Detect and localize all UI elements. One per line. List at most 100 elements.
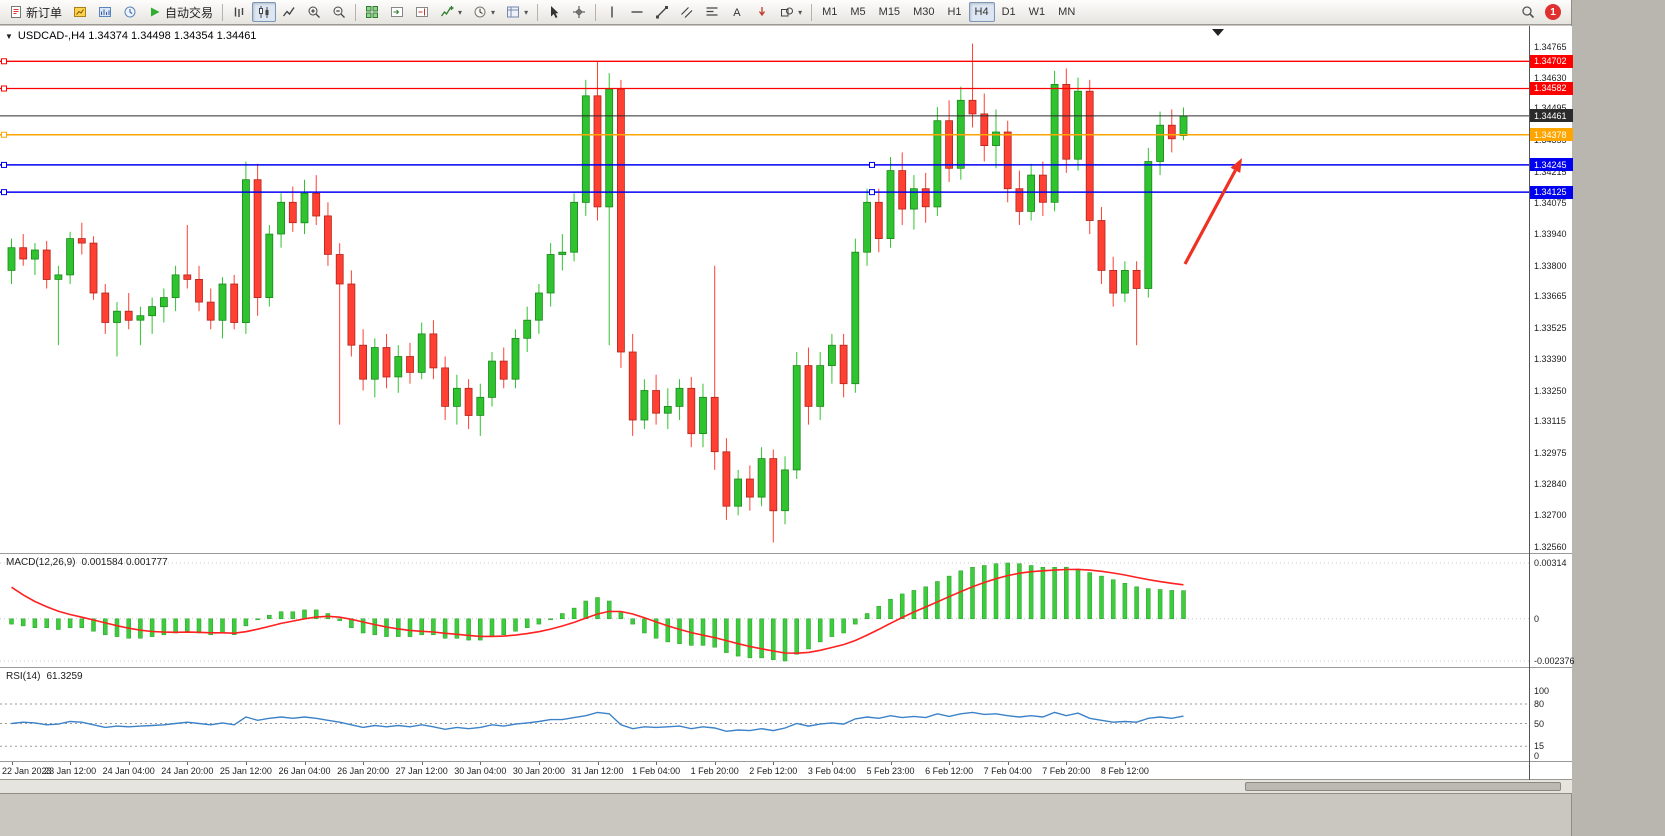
text-label-button[interactable]: A [725,2,749,22]
macd-histogram-bar [114,618,120,637]
candle [101,292,110,323]
candle [1179,115,1188,137]
macd-histogram-bar [829,618,835,637]
macd-histogram-bar [103,618,108,636]
timeframe-w1-button[interactable]: W1 [1023,2,1052,22]
toolbar-separator [355,3,357,21]
timeframe-m15-button[interactable]: M15 [873,2,906,22]
timeframe-h4-button[interactable]: H4 [968,2,995,22]
candle [816,365,825,407]
candle [1121,269,1129,294]
macd-histogram-bar [372,618,378,636]
timeframe-h1-button[interactable]: H1 [941,2,967,22]
scrollbar-thumb[interactable] [1245,782,1561,791]
auto-scroll-button[interactable] [385,2,409,22]
macd-histogram-bar [958,570,964,620]
crosshair-button[interactable] [567,2,591,22]
data-window-button[interactable] [118,2,142,22]
price-axis[interactable]: 1.347651.346301.344951.343551.342151.340… [1529,26,1575,780]
candle [1050,84,1059,203]
macd-histogram-bar [67,618,73,628]
candle [781,469,789,512]
cursor-button[interactable] [542,2,566,22]
timeframe-m30-button[interactable]: M30 [907,2,940,22]
dropdown-arrow-icon[interactable]: ▾ [491,7,496,17]
macd-pane[interactable]: MACD(12,26,9) 0.001584 0.001777 [0,554,1572,668]
line-handle[interactable] [1,131,7,138]
line-handle[interactable] [1,58,7,65]
bar-chart-button[interactable] [227,2,251,22]
support-line-1-price-badge: 1.34245 [1530,158,1573,172]
fibonacci-icon [705,5,719,19]
timeframe-m1-button[interactable]: M1 [816,2,843,22]
new-order-button[interactable]: 新订单 [4,2,67,22]
arrow-annotation[interactable] [1183,169,1237,265]
macd-histogram-bar [220,618,225,634]
equidistant-channel-button[interactable] [675,2,699,22]
timeframe-d1-button[interactable]: D1 [996,2,1022,22]
collapse-arrow-icon[interactable]: ▼ [5,31,13,41]
arrows-button[interactable] [750,2,774,22]
line-handle[interactable] [869,189,875,196]
price-axis-label: 1.33250 [1534,385,1567,396]
chart-shift-button[interactable] [410,2,434,22]
play-icon [148,5,162,19]
periods-button[interactable]: ▾ [468,2,500,22]
mt4-window: 新订单 自动交易 ▾ ▾ ▾ A ▾ M1 M5 M15 M30 H1 H4 D1 W1 MN 1 ▼ USDC… [0,0,1575,836]
macd-histogram-bar [923,586,928,620]
rsi-pane[interactable]: RSI(14) 61.3259 [0,668,1572,762]
toolbar-separator [811,3,813,21]
macd-histogram-bar [1181,590,1186,619]
macd-histogram-bar [642,618,647,634]
indicators-button[interactable]: ▾ [435,2,467,22]
macd-histogram-bar [677,618,682,644]
time-axis-label: 5 Feb 23:00 [866,766,915,776]
main-chart-pane[interactable]: ▼ USDCAD-,H4 1.34374 1.34498 1.34354 1.3… [0,26,1572,554]
time-axis-tick [304,762,306,765]
zoom-out-button[interactable] [327,2,351,22]
candle [511,337,520,380]
notification-badge[interactable]: 1 [1545,4,1561,20]
fibonacci-button[interactable] [700,2,724,22]
time-axis[interactable]: 22 Jan 2023 23 Jan 12:00 24 Jan 04:00 24 Ja… [0,762,1572,780]
macd-histogram-bar [771,618,776,660]
autotrading-button-label: 自动交易 [165,5,214,20]
macd-histogram-bar [466,618,471,641]
dropdown-arrow-icon[interactable]: ▾ [524,7,529,17]
zoom-in-button[interactable] [302,2,326,22]
candle [992,131,1000,147]
timeframe-m5-button[interactable]: M5 [844,2,871,22]
timeframe-mn-button[interactable]: MN [1052,2,1081,22]
macd-histogram-bar [606,600,612,620]
arrow-annotation-head[interactable] [1230,158,1242,173]
autotrading-button[interactable]: 自动交易 [143,2,218,22]
time-axis-tick [597,762,599,765]
templates-button[interactable]: ▾ [501,2,533,22]
tile-windows-button[interactable] [360,2,384,22]
candle [464,387,473,416]
shapes-button[interactable]: ▾ [775,2,807,22]
line-handle[interactable] [869,161,875,168]
chart-shift-marker-icon[interactable] [1212,29,1224,36]
trendline-button[interactable] [650,2,674,22]
search-button[interactable] [1516,2,1540,22]
line-handle[interactable] [1,85,7,92]
chart-wizard-button[interactable] [68,2,92,22]
chart-scrollbar[interactable] [0,780,1572,793]
dropdown-arrow-icon[interactable]: ▾ [798,7,803,17]
candlestick-chart-button[interactable] [252,2,277,22]
line-handle[interactable] [1,189,7,196]
macd-histogram-bar [794,618,799,655]
dropdown-arrow-icon[interactable]: ▾ [458,7,463,17]
vertical-line-button[interactable] [600,2,624,22]
zoom-in-icon [307,5,321,19]
horizontal-line-button[interactable] [625,2,649,22]
candle [77,238,86,244]
profiles-button[interactable] [93,2,117,22]
price-axis-label: 1.32975 [1534,447,1567,458]
macd-histogram-bar [1028,565,1034,620]
time-axis-label: 7 Feb 20:00 [1042,766,1091,776]
candle [968,99,977,115]
line-chart-button[interactable] [277,2,301,22]
line-handle[interactable] [1,161,7,168]
